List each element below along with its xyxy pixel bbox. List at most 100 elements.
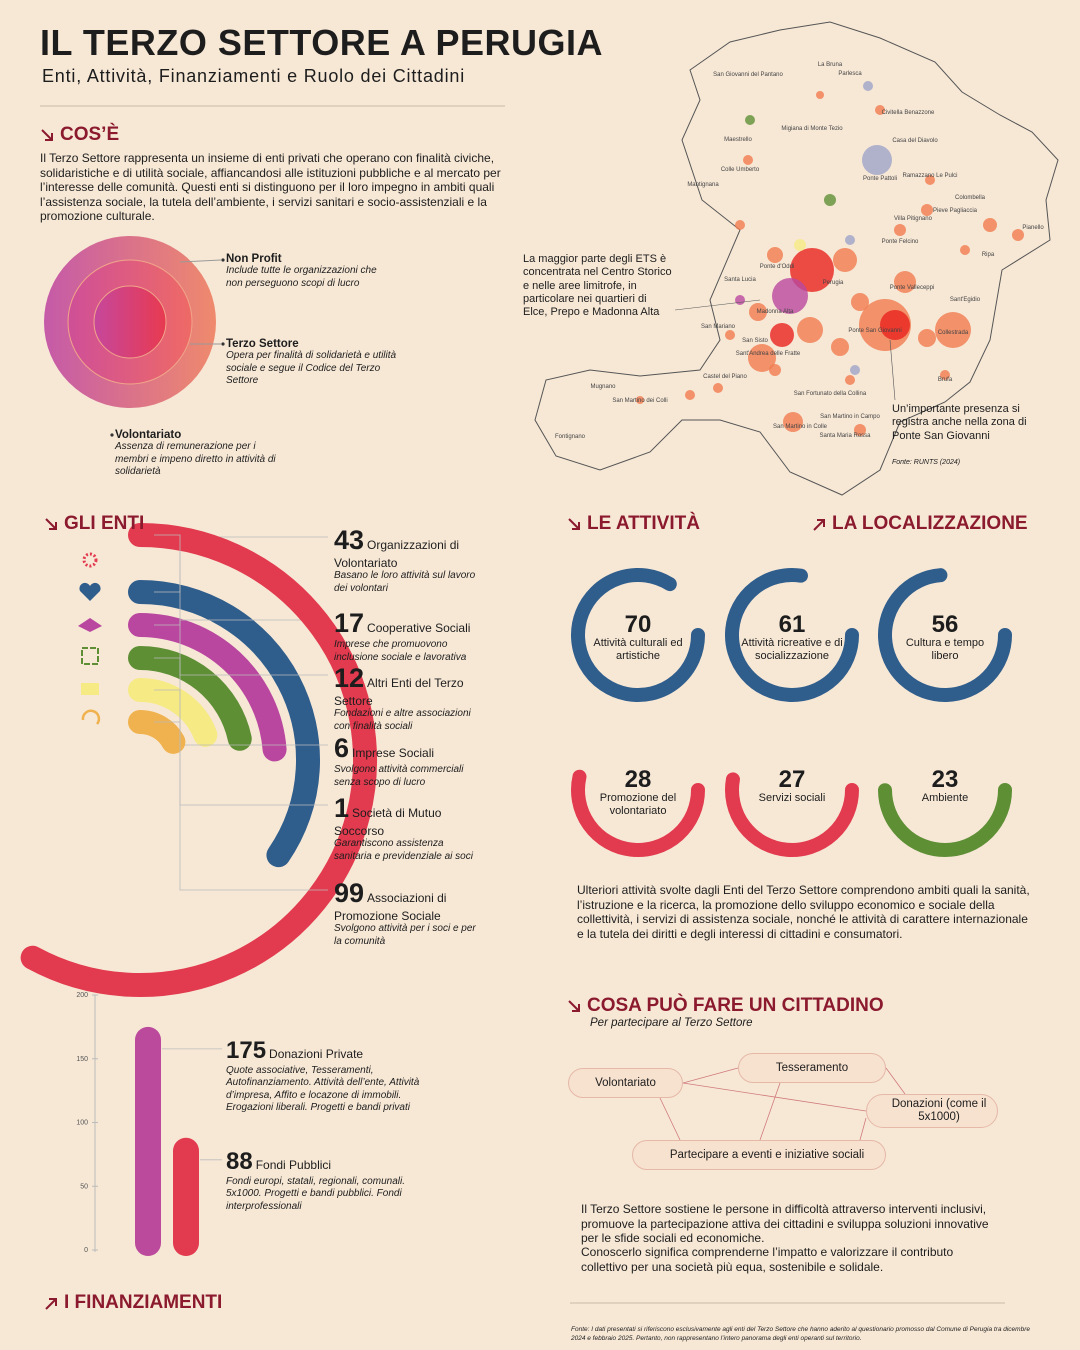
enti-head: 43 Organizzazioni di Volontariato <box>334 525 484 570</box>
place-label: Sant'Andrea delle Fratte <box>736 351 801 357</box>
enti-item: 1 Società di Mutuo Soccorso Garantiscono a… <box>334 793 484 863</box>
link <box>659 1097 681 1141</box>
gauge-arc <box>878 783 1013 858</box>
map-dot <box>772 278 808 314</box>
link <box>682 1067 739 1084</box>
enti-arc <box>20 523 377 997</box>
map-dot <box>767 247 783 263</box>
section-heading: GLI ENTI <box>42 513 144 535</box>
enti-desc: Garantiscono assistenza sanitaria e prev… <box>334 838 473 862</box>
bar-head: 175 Donazioni Private <box>226 1037 426 1065</box>
bar-value: 88 <box>226 1147 253 1175</box>
gauge-text: Attività ricreative e di socializzazione <box>741 637 843 662</box>
map-dot <box>862 145 892 175</box>
map-dot <box>743 155 753 165</box>
node: Volontariato <box>568 1068 683 1098</box>
y-tick-label: 0 <box>84 1247 88 1254</box>
map-dot <box>935 312 971 348</box>
paragraph: Il Terzo Settore rappresenta un insieme … <box>40 151 501 223</box>
enti-head: 6 Imprese Sociali <box>334 733 484 764</box>
arrow <box>45 518 57 530</box>
place-label: Mantignana <box>687 182 719 188</box>
enti-item: 99 Associazioni di Promozione Sociale Svol… <box>334 878 484 948</box>
enti-value: 17 <box>334 608 365 638</box>
map-dot <box>794 239 806 251</box>
map-dot <box>636 396 644 404</box>
section-heading: LE ATTIVITÀ <box>565 513 700 535</box>
place-label: Fontignano <box>555 434 586 440</box>
icon <box>78 618 102 632</box>
enti-value: 1 <box>334 793 350 823</box>
bar-label: 88 Fondi Pubblici Fondi europi, statali, r… <box>226 1148 426 1214</box>
icon <box>81 709 101 725</box>
map-note: La maggior parte degli ETS è concentrata… <box>523 253 672 319</box>
gauge-arc <box>725 772 859 857</box>
section-heading: LA LOCALIZZAZIONE <box>810 513 1028 535</box>
enti-icons <box>78 552 102 725</box>
node-label: Tesseramento <box>775 1062 849 1074</box>
heading-text: I FINANZIAMENTI <box>64 1292 223 1313</box>
place-label: San Martino in Colle <box>773 424 828 430</box>
enti-value: 12 <box>334 663 365 693</box>
arrow-icon <box>41 129 53 141</box>
enti-arc <box>128 580 320 868</box>
node: Tesseramento <box>738 1053 886 1083</box>
place-label: Migiana di Monte Tezio <box>781 126 843 132</box>
place-label: San Sisto <box>742 338 768 344</box>
bullet <box>221 258 225 262</box>
place-label: Ponte Felcino <box>882 239 919 245</box>
place-label: Casa del Diavolo <box>892 138 938 144</box>
map-dot <box>790 248 834 292</box>
place-label: San Mariano <box>701 324 736 330</box>
place-label: Parlesca <box>838 71 862 77</box>
link <box>759 1082 781 1141</box>
enti-head: 17 Cooperative Sociali <box>334 608 484 639</box>
ring-volontariato <box>93 285 167 359</box>
place-label: Colombella <box>955 195 986 201</box>
leader <box>889 339 896 401</box>
gauge-label: 61 Attività ricreative e di socializzazio… <box>732 613 852 663</box>
place-label: Mugnano <box>590 384 616 390</box>
footnote: Fonte: I dati presentati si riferiscono … <box>571 1326 1030 1342</box>
enti-name: Organizzazioni di Volontariato <box>334 538 460 570</box>
connector <box>154 534 328 891</box>
subheading: Per partecipare al Terzo Settore <box>590 1017 753 1029</box>
map-dot <box>921 204 933 216</box>
map-dot <box>833 248 857 272</box>
arrow <box>813 519 825 531</box>
enti-value: 6 <box>334 733 350 763</box>
enti-name: Imprese Sociali <box>352 746 435 760</box>
node-label: Volontariato <box>595 1077 656 1089</box>
map-dot <box>770 323 794 347</box>
heading-text: LA LOCALIZZAZIONE <box>832 513 1028 534</box>
enti-item: 43 Organizzazioni di Volontariato Basano l… <box>334 525 484 595</box>
place-label: Ponte Valleceppi <box>890 285 935 291</box>
enti-item: 12 Altri Enti del Terzo Settore Fondazioni… <box>334 663 484 733</box>
enti-arc <box>128 646 252 751</box>
place-label: Santa Lucia <box>724 277 756 283</box>
enti-name: Associazioni di Promozione Sociale <box>334 891 447 923</box>
place-label: Pieve Pagliaccia <box>933 208 978 214</box>
legend-desc: Opera per finalità di solidarietà e util… <box>226 350 397 386</box>
bar-name: Fondi Pubblici <box>255 1157 332 1172</box>
place-label: Ripa <box>982 252 995 258</box>
paragraph: Il Terzo Settore sostiene le persone in … <box>581 1202 989 1245</box>
enti-desc: Imprese che promuovono inclusione social… <box>334 639 467 663</box>
enti-name: Società di Mutuo Soccorso <box>334 806 442 838</box>
map-dot <box>745 115 755 125</box>
enti-desc: Svolgono attività commerciali senza scop… <box>334 764 464 788</box>
enti-value: 43 <box>334 525 365 555</box>
legend-name: Terzo Settore <box>226 338 299 350</box>
icon <box>81 683 99 695</box>
legend-desc: Assenza di remunerazione per i membri e … <box>115 441 276 477</box>
leader <box>179 259 222 263</box>
place-label: Villa Pitignano <box>894 216 933 222</box>
map-dot <box>685 390 695 400</box>
gauge-arc <box>571 769 705 857</box>
y-tick-label: 50 <box>80 1183 88 1190</box>
section-heading: I FINANZIAMENTI <box>42 1292 222 1314</box>
place-label: Ponte d'Oddi <box>760 264 795 270</box>
arrow-icon <box>813 519 825 531</box>
gauge-value: 28 <box>624 766 652 793</box>
